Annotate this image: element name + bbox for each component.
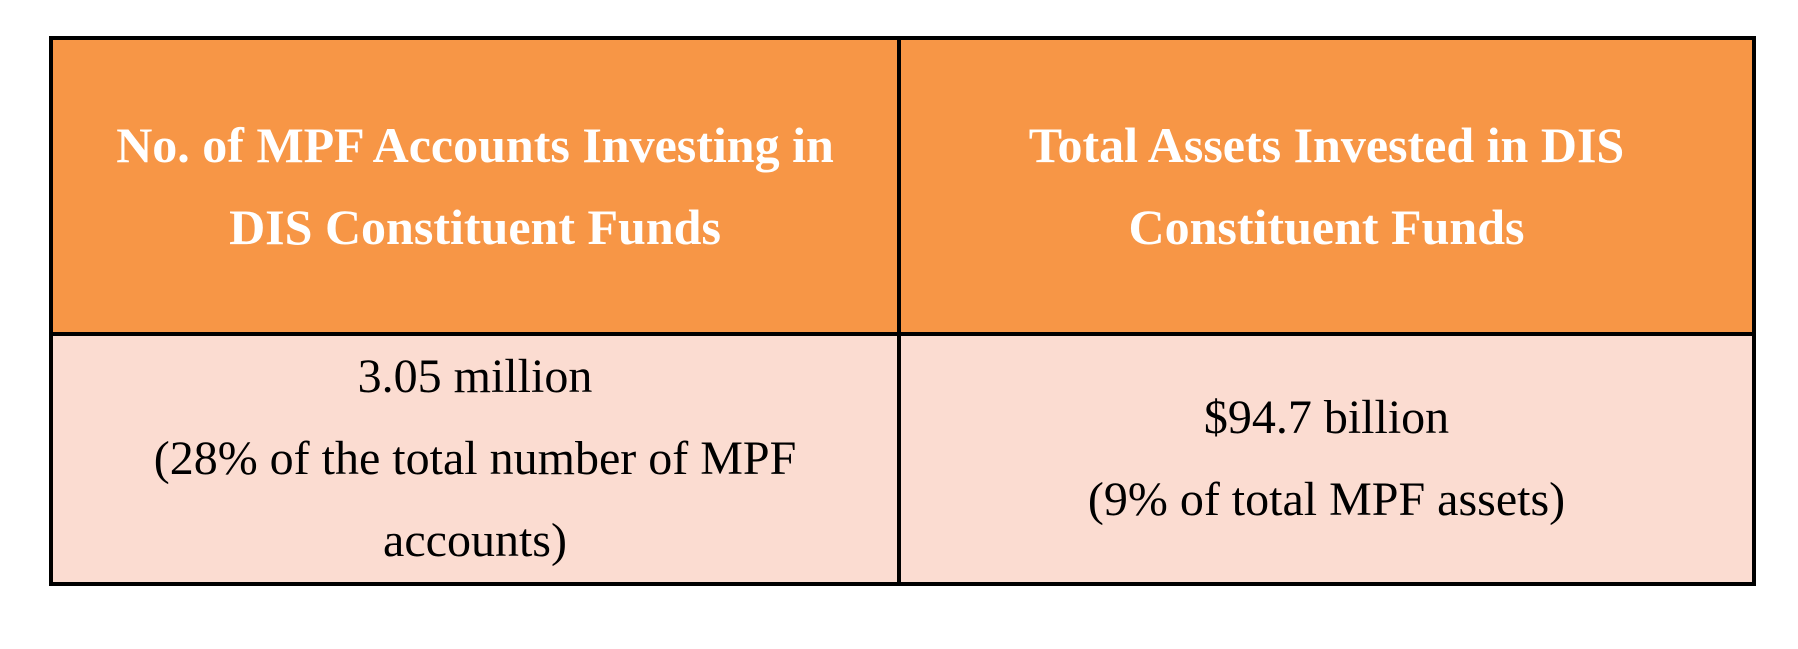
assets-value: $94.7 billion bbox=[1203, 391, 1450, 444]
assets-note: (9% of total MPF assets) bbox=[1087, 473, 1566, 526]
table-row: 3.05 million (28% of the total number of… bbox=[49, 332, 1756, 586]
cell-assets: $94.7 billion (9% of total MPF assets) bbox=[897, 332, 1756, 586]
header-cell-assets: Total Assets Invested in DIS Constituent… bbox=[897, 36, 1756, 336]
table-body: 3.05 million (28% of the total number of… bbox=[49, 332, 1756, 586]
cell-accounts: 3.05 million (28% of the total number of… bbox=[49, 332, 901, 586]
header-cell-accounts: No. of MPF Accounts Investing in DIS Con… bbox=[49, 36, 901, 336]
header-row: No. of MPF Accounts Investing in DIS Con… bbox=[49, 36, 1756, 336]
mpf-dis-summary-table: No. of MPF Accounts Investing in DIS Con… bbox=[49, 36, 1756, 586]
accounts-note: (28% of the total number of MPF accounts… bbox=[153, 432, 797, 567]
table-header: No. of MPF Accounts Investing in DIS Con… bbox=[49, 36, 1756, 336]
accounts-value: 3.05 million bbox=[357, 350, 593, 403]
